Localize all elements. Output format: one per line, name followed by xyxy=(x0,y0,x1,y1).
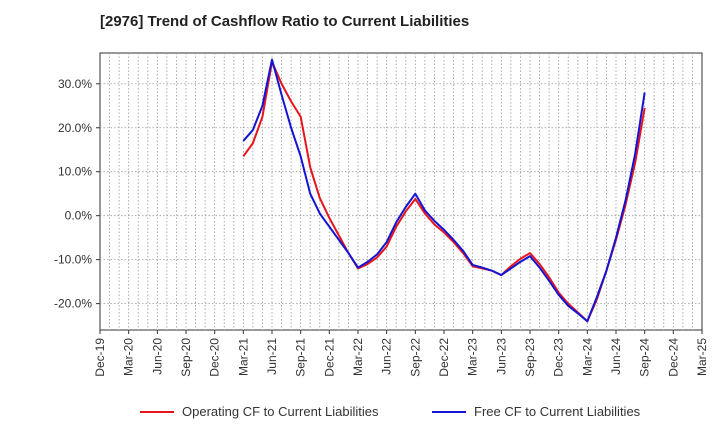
y-tick-label: 30.0% xyxy=(58,77,92,91)
x-tick-label: Sep-20 xyxy=(179,338,193,377)
x-tick-label: Dec-23 xyxy=(552,338,566,377)
x-tick-label: Sep-21 xyxy=(294,338,308,377)
line-chart: 30.0% 20.0% 10.0% 0.0% -10.0% -20.0% Dec-19 Ma… xyxy=(54,52,709,377)
x-tick-label: Dec-22 xyxy=(437,338,451,377)
x-tick-label: Mar-24 xyxy=(580,338,594,376)
x-tick-label: Dec-24 xyxy=(666,338,680,377)
plot-area xyxy=(99,52,703,331)
chart-title: [2976] Trend of Cashflow Ratio to Curren… xyxy=(100,13,470,30)
x-tick-label: Sep-24 xyxy=(638,338,652,377)
y-tick-label: 0.0% xyxy=(65,209,93,223)
legend-label: Operating CF to Current Liabilities xyxy=(182,404,379,419)
x-axis-ticks: Dec-19 Mar-20 Jun-20 Sep-20 Dec-20 Mar-21 Jun-… xyxy=(93,330,709,377)
x-tick-label: Jun-23 xyxy=(494,338,508,375)
x-tick-label: Dec-21 xyxy=(322,338,336,377)
x-tick-label: Jun-24 xyxy=(609,338,623,375)
x-tick-label: Dec-20 xyxy=(208,338,222,377)
y-tick-label: -20.0% xyxy=(54,297,92,311)
legend-swatch-blue xyxy=(432,410,466,413)
y-axis-ticks: 30.0% 20.0% 10.0% 0.0% -10.0% -20.0% xyxy=(54,77,100,311)
legend-item-free-cf: Free CF to Current Liabilities xyxy=(432,404,640,419)
series-line-free-cf xyxy=(242,58,646,323)
x-tick-label: Mar-21 xyxy=(236,338,250,376)
x-tick-label: Jun-20 xyxy=(150,338,164,375)
series-lines xyxy=(242,58,646,323)
x-tick-label: Dec-19 xyxy=(93,338,107,377)
x-tick-label: Jun-22 xyxy=(380,338,394,375)
y-tick-label: -10.0% xyxy=(54,253,92,267)
x-tick-label: Mar-22 xyxy=(351,338,365,376)
legend: Operating CF to Current Liabilities Free… xyxy=(0,404,720,424)
y-tick-label: 10.0% xyxy=(58,165,92,179)
legend-item-operating-cf: Operating CF to Current Liabilities xyxy=(140,404,379,419)
legend-swatch-red xyxy=(140,410,174,413)
x-tick-label: Sep-22 xyxy=(408,338,422,377)
legend-label: Free CF to Current Liabilities xyxy=(474,404,641,419)
y-tick-label: 20.0% xyxy=(58,121,92,135)
x-tick-label: Sep-23 xyxy=(523,338,537,377)
x-tick-label: Mar-25 xyxy=(695,338,709,376)
x-tick-label: Jun-21 xyxy=(265,338,279,375)
x-tick-label: Mar-23 xyxy=(466,338,480,376)
x-tick-label: Mar-20 xyxy=(122,338,136,376)
